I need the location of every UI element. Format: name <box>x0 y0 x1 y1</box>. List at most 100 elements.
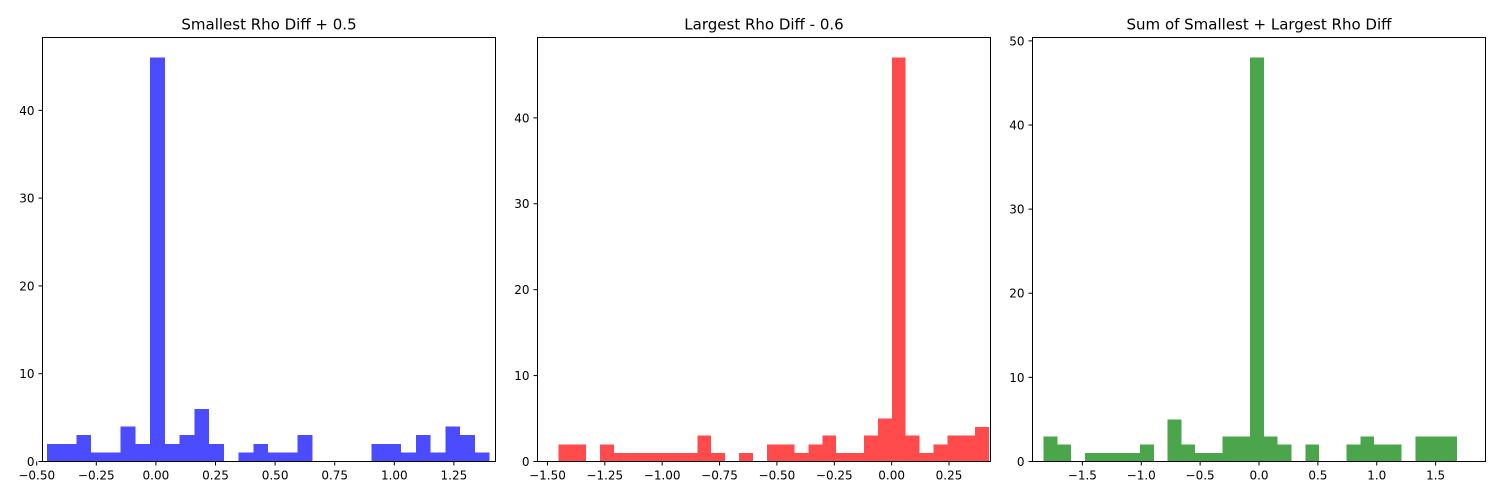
x-tick-label: −1.25 <box>586 469 623 483</box>
histogram-bar <box>179 435 195 462</box>
histogram-bar <box>400 452 416 462</box>
axes-frame <box>537 37 991 462</box>
histogram-bar <box>669 452 684 462</box>
y-tick-label: 10 <box>19 367 34 381</box>
histogram-bar <box>1263 436 1278 462</box>
x-tick-label: 1.5 <box>1426 469 1445 483</box>
y-tick-label: 40 <box>19 104 34 118</box>
x-tick-label: −0.50 <box>18 469 55 483</box>
histogram-bar <box>961 435 976 462</box>
x-tick-label: 0.25 <box>202 469 229 483</box>
y-tick-label: 0 <box>27 455 35 469</box>
histogram-bar <box>1112 453 1127 462</box>
histogram-bar <box>655 452 670 462</box>
histogram-bar <box>627 452 642 462</box>
histogram-bar <box>822 435 837 462</box>
histogram-bar <box>1250 57 1264 462</box>
y-tick-label: 40 <box>1009 118 1024 132</box>
histogram-bar <box>46 443 62 462</box>
y-tick-label: 50 <box>1009 34 1024 48</box>
histogram-bar <box>808 444 823 462</box>
histogram-bar <box>877 418 892 462</box>
histogram-bar <box>697 435 712 462</box>
histogram-bar <box>850 452 865 462</box>
histogram-bar <box>738 452 753 462</box>
histogram-bar <box>1084 453 1099 462</box>
histogram-bar <box>613 452 628 462</box>
x-tick-label: 1.25 <box>441 469 468 483</box>
histogram-bar <box>1057 444 1072 462</box>
histogram-bar <box>1139 444 1154 462</box>
histogram-bar <box>1429 436 1444 462</box>
histogram-bar <box>947 435 962 462</box>
x-tick-label: 1.0 <box>1367 469 1386 483</box>
y-tick-label: 20 <box>1009 287 1024 301</box>
histogram-bar <box>558 444 573 462</box>
x-tick-label: −0.5 <box>1186 469 1215 483</box>
x-tick-label: 0.50 <box>262 469 289 483</box>
histogram-bar <box>61 443 77 462</box>
histogram-bar <box>836 452 851 462</box>
chart-title: Sum of Smallest + Largest Rho Diff <box>1127 16 1393 34</box>
histogram-bar <box>1167 419 1182 462</box>
y-tick-label: 10 <box>514 369 529 383</box>
x-tick-label: 1.00 <box>381 469 408 483</box>
histogram-bar <box>864 435 878 462</box>
histogram-bar <box>282 452 298 462</box>
histogram-bar <box>975 427 990 462</box>
y-tick-label: 30 <box>1009 203 1024 217</box>
histogram-bar <box>268 452 283 462</box>
histogram-bar <box>164 443 180 462</box>
histogram-bar <box>474 452 490 462</box>
x-tick-label: 0.0 <box>1249 469 1268 483</box>
x-tick-label: 0.00 <box>143 469 170 483</box>
y-tick-label: 20 <box>19 279 34 293</box>
histogram-bar <box>1443 436 1457 462</box>
histogram-bar <box>1195 453 1209 462</box>
histogram-bar <box>572 444 587 462</box>
histogram-bar <box>766 444 781 462</box>
histogram-bar <box>1305 444 1320 462</box>
histogram-bar <box>445 426 461 462</box>
histogram-bar <box>919 452 934 462</box>
histogram-bar <box>891 57 906 462</box>
histogram-bar <box>1360 436 1375 462</box>
histogram-bar <box>371 443 387 462</box>
histogram-bar <box>1043 436 1058 462</box>
x-tick-label: −0.50 <box>759 469 796 483</box>
histogram-bar <box>641 452 656 462</box>
histogram-bar <box>780 444 795 462</box>
histogram-bar <box>1374 444 1388 462</box>
y-tick-label: 30 <box>514 197 529 211</box>
histogram-bar <box>238 452 254 462</box>
histogram-bar <box>600 444 614 462</box>
histogram-bar <box>76 435 92 462</box>
x-tick-label: 0.00 <box>878 469 905 483</box>
subplot-1: −0.50 −0.25 0.00 0.25 0.50 0.75 1.00 1.25 0 10 20 3… <box>18 16 496 483</box>
histogram-bar <box>120 426 136 462</box>
histogram-bar <box>905 435 920 462</box>
histogram-bar <box>194 408 210 462</box>
histogram-bar <box>1236 436 1251 462</box>
x-tick-label: 0.25 <box>936 469 963 483</box>
chart-title: Smallest Rho Diff + 0.5 <box>181 16 356 34</box>
x-tick-label: −0.25 <box>78 469 115 483</box>
histogram-bar <box>1126 453 1140 462</box>
histogram-bar <box>711 452 726 462</box>
histogram-bar <box>683 452 698 462</box>
histogram-bar <box>386 443 401 462</box>
y-tick-label: 10 <box>1009 371 1024 385</box>
x-tick-label: −1.5 <box>1068 469 1097 483</box>
histogram-bar <box>460 435 475 462</box>
histogram-bar <box>1387 444 1402 462</box>
histogram-bar <box>1277 444 1292 462</box>
y-tick-label: 20 <box>514 283 529 297</box>
histogram-bar <box>105 452 121 462</box>
y-tick-label: 30 <box>19 192 34 206</box>
x-tick-label: −1.50 <box>529 469 566 483</box>
histogram-bar <box>297 435 313 462</box>
histogram-bar <box>209 443 224 462</box>
x-tick-label: −1.00 <box>644 469 681 483</box>
histogram-bar <box>1098 453 1113 462</box>
